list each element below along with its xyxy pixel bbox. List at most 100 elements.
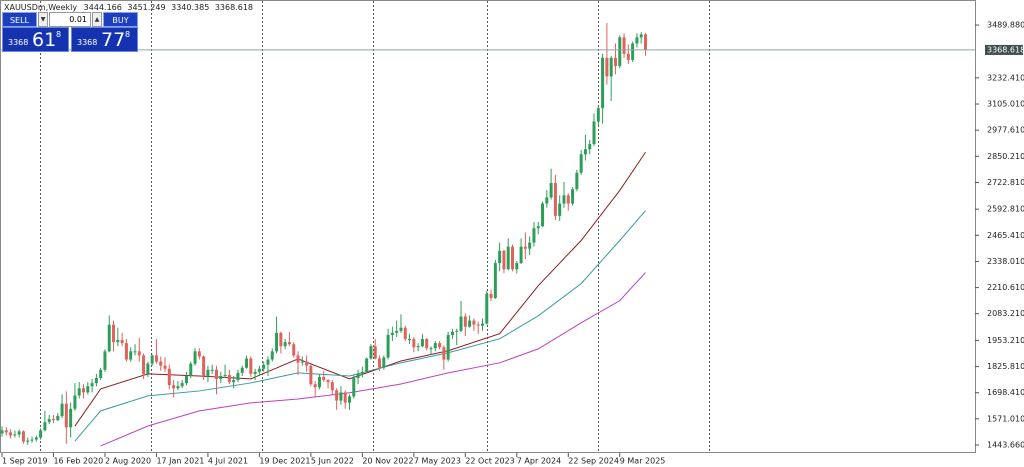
y-tick-label: 3489.880: [987, 21, 1024, 30]
candle-body: [219, 375, 223, 380]
y-tick-label: 2465.410: [987, 231, 1024, 240]
candle-body: [227, 374, 231, 383]
candle-body: [373, 346, 377, 359]
candle-body: [360, 371, 364, 374]
y-tick-label: 2210.610: [987, 283, 1024, 292]
candle-body: [498, 250, 502, 264]
ask-pips: 77: [101, 29, 126, 51]
candle-body: [189, 363, 193, 376]
candle-body: [613, 57, 617, 67]
candle-body: [172, 385, 176, 389]
lot-input[interactable]: 0.01: [49, 12, 91, 27]
candle-body: [223, 374, 227, 376]
candle-body: [330, 382, 334, 391]
candle-body: [283, 342, 287, 347]
candle-body: [270, 351, 274, 360]
candle-body: [579, 154, 583, 173]
candle-body: [455, 330, 459, 332]
open-value: 3444.166: [84, 3, 122, 12]
candle-body: [536, 226, 540, 229]
candle-body: [146, 363, 150, 374]
y-tick-label: 1825.810: [987, 362, 1024, 371]
candle-body: [596, 108, 600, 122]
candle-body: [232, 380, 236, 383]
candle-body: [639, 34, 643, 38]
candle-body: [180, 383, 184, 387]
ask-big: 3368: [77, 38, 98, 47]
lot-up[interactable]: ▲: [92, 12, 102, 27]
candle-body: [154, 355, 158, 362]
candle-body: [240, 367, 244, 373]
candle-body: [511, 246, 515, 270]
buy-button[interactable]: BUY: [103, 12, 138, 27]
candle-body: [313, 384, 317, 388]
x-tick-label: 1 Sep 2019: [2, 457, 48, 466]
y-tick-label: 2592.810: [987, 205, 1024, 214]
candle-body: [26, 440, 30, 442]
y-tick-label: 3232.410: [987, 73, 1024, 82]
candle-body: [335, 390, 339, 401]
candle-body: [120, 340, 124, 344]
candle-body: [575, 172, 579, 190]
candle-body: [266, 359, 270, 365]
moving-average: [74, 210, 646, 442]
candle-body: [485, 293, 489, 324]
y-tick-label: 2722.810: [987, 178, 1024, 187]
moving-average: [100, 272, 646, 447]
candle-body: [4, 430, 8, 433]
x-tick-label: 7 May 2023: [414, 457, 461, 466]
candle-body: [515, 263, 519, 270]
x-tick-label: 22 Oct 2023: [465, 457, 514, 466]
candle-body: [429, 348, 433, 350]
x-tick-label: 7 Apr 2024: [517, 457, 561, 466]
candle-body: [215, 369, 218, 380]
candle-body: [90, 383, 94, 387]
candle-body: [245, 358, 249, 368]
candle-body: [468, 320, 472, 327]
candle-body: [64, 403, 68, 428]
candle-body: [528, 242, 532, 249]
bid-point: 8: [56, 30, 62, 39]
last-price-label: 3368.618: [987, 45, 1024, 54]
y-tick-label: 2338.010: [987, 257, 1024, 266]
candle-body: [39, 430, 43, 438]
bid-quote[interactable]: 3368 61 8: [2, 27, 69, 52]
candle-body: [553, 183, 557, 216]
y-tick-label: 1443.660: [987, 440, 1024, 449]
candle-body: [103, 351, 107, 370]
candle-body: [99, 369, 103, 379]
lot-down[interactable]: ▼: [38, 12, 48, 27]
x-tick-label: 22 Sep 2024: [568, 457, 619, 466]
candle-body: [167, 368, 171, 386]
candle-body: [107, 324, 111, 352]
candle-body: [549, 183, 553, 198]
y-tick-label: 2083.210: [987, 309, 1024, 318]
candle-body: [69, 408, 73, 428]
candle-body: [438, 343, 442, 348]
candle-body: [463, 316, 467, 327]
candle-body: [541, 203, 545, 227]
candle-body: [30, 439, 34, 441]
candle-body: [493, 263, 497, 298]
candle-body: [352, 378, 356, 397]
low-value: 3340.385: [171, 3, 209, 12]
x-tick-label: 4 Jul 2021: [208, 457, 248, 466]
candle-body: [601, 57, 605, 109]
candle-body: [442, 347, 446, 360]
x-tick-label: 17 Jan 2021: [156, 457, 204, 466]
candle-body: [9, 432, 13, 436]
candle-body: [124, 343, 128, 360]
candle-body: [296, 355, 300, 363]
candle-body: [571, 189, 575, 204]
ask-quote[interactable]: 3368 77 8: [71, 27, 138, 52]
candle-body: [399, 327, 403, 331]
candle-body: [343, 392, 347, 403]
x-tick-label: 16 Feb 2020: [53, 457, 103, 466]
candle-body: [395, 330, 399, 333]
candle-body: [403, 327, 407, 340]
y-tick-label: 1571.010: [987, 414, 1024, 423]
candle-body: [472, 320, 476, 325]
sell-button[interactable]: SELL: [2, 12, 37, 27]
